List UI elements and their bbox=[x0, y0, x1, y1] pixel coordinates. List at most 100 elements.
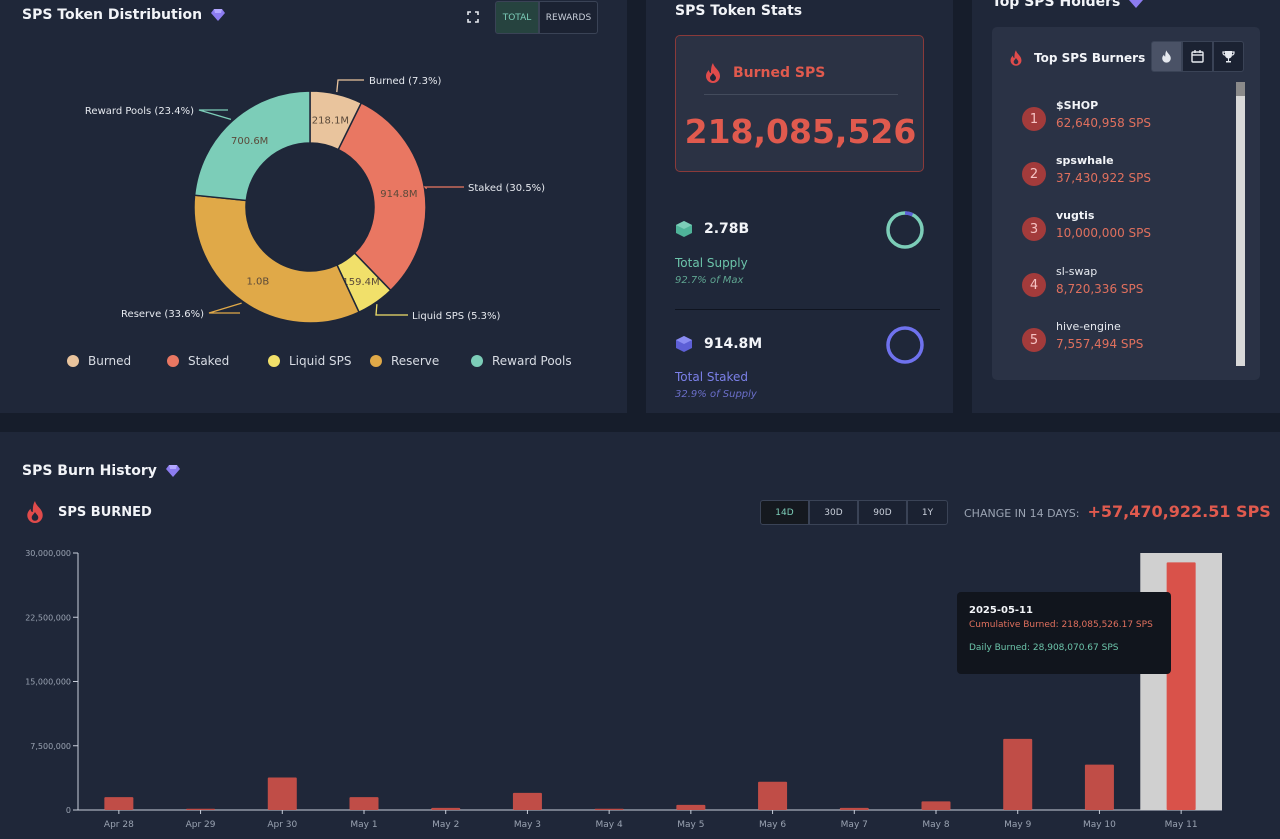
staked-label: Total Staked bbox=[675, 370, 749, 384]
bar[interactable] bbox=[1084, 764, 1114, 810]
holder-row[interactable]: 1 $SHOP 62,640,958 SPS bbox=[1022, 99, 1151, 131]
rewards-toggle[interactable]: REWARDS bbox=[539, 1, 598, 34]
slice-value-label: 914.8M bbox=[380, 189, 417, 200]
legend-liquid[interactable]: Liquid SPS bbox=[268, 354, 370, 368]
distribution-legend: Burned Staked Liquid SPS Reserve Reward … bbox=[67, 354, 572, 368]
change-label: CHANGE IN 14 DAYS: bbox=[964, 507, 1080, 520]
slice-label: Reserve (33.6%) bbox=[121, 309, 204, 320]
fullscreen-icon[interactable] bbox=[467, 11, 479, 23]
range-30d[interactable]: 30D bbox=[809, 500, 858, 525]
bar[interactable] bbox=[186, 808, 216, 810]
slice-value-label: 700.6M bbox=[231, 136, 268, 147]
legend-staked[interactable]: Staked bbox=[167, 354, 268, 368]
bar[interactable] bbox=[594, 808, 624, 810]
holders-subtitle: Top SPS Burners bbox=[1034, 51, 1146, 65]
bar[interactable] bbox=[431, 807, 461, 810]
tooltip-cumulative: Cumulative Burned: 218,085,526.17 SPS bbox=[969, 620, 1153, 630]
legend-burned[interactable]: Burned bbox=[67, 354, 167, 368]
x-tick-label: May 1 bbox=[350, 820, 377, 830]
slice-value-label: 218.1M bbox=[312, 115, 349, 126]
x-tick-label: Apr 29 bbox=[186, 820, 216, 830]
staked-sub: 32.9% of Supply bbox=[675, 389, 757, 400]
slice-label: Staked (30.5%) bbox=[468, 183, 545, 194]
range-14d[interactable]: 14D bbox=[760, 500, 809, 525]
bar[interactable] bbox=[839, 807, 869, 810]
holder-name: vugtis bbox=[1056, 209, 1095, 222]
holder-name: spswhale bbox=[1056, 154, 1114, 167]
holder-amount: 37,430,922 SPS bbox=[1056, 171, 1151, 185]
stats-title: SPS Token Stats bbox=[675, 3, 803, 19]
range-90d[interactable]: 90D bbox=[858, 500, 907, 525]
stats-panel: SPS Token Stats Burned SPS 218,085,526 2… bbox=[646, 0, 953, 413]
slice-value-label: 159.4M bbox=[342, 277, 379, 288]
ring-progress bbox=[886, 326, 924, 364]
y-tick-label: 22,500,000 bbox=[25, 613, 71, 622]
bar[interactable] bbox=[104, 797, 134, 810]
diamond-icon bbox=[1129, 0, 1144, 8]
holder-row[interactable]: 5 hive-engine 7,557,494 SPS bbox=[1022, 320, 1143, 352]
slice-leader-line bbox=[375, 304, 408, 316]
holders-panel: Top SPS Holders Top SPS Burners 1 $SHOP 6… bbox=[972, 0, 1280, 413]
holders-card: Top SPS Burners 1 $SHOP 62,640,958 SPS 2 … bbox=[992, 27, 1260, 380]
bar[interactable] bbox=[1003, 738, 1033, 810]
trophy-tab-button[interactable] bbox=[1213, 41, 1244, 72]
calendar-tab-button[interactable] bbox=[1182, 41, 1213, 72]
staked-ring bbox=[886, 326, 924, 364]
rank-badge: 3 bbox=[1022, 217, 1046, 241]
diamond-icon bbox=[165, 465, 180, 477]
rank-badge: 1 bbox=[1022, 107, 1046, 131]
slice-leader-line bbox=[198, 109, 232, 121]
y-tick-label: 0 bbox=[66, 806, 71, 815]
holder-row[interactable]: 3 vugtis 10,000,000 SPS bbox=[1022, 209, 1151, 241]
x-tick-label: Apr 30 bbox=[267, 820, 297, 830]
holder-row[interactable]: 2 spswhale 37,430,922 SPS bbox=[1022, 154, 1151, 186]
range-1y[interactable]: 1Y bbox=[907, 500, 948, 525]
x-tick-label: May 9 bbox=[1004, 820, 1031, 830]
slice-leader-line bbox=[208, 302, 242, 314]
holders-title: Top SPS Holders bbox=[992, 0, 1121, 10]
supply-ring bbox=[886, 211, 924, 249]
flame-icon bbox=[1010, 50, 1022, 66]
bar[interactable] bbox=[349, 797, 379, 810]
x-tick-label: Apr 28 bbox=[104, 820, 134, 830]
trophy-icon bbox=[1222, 51, 1235, 63]
burned-card: Burned SPS 218,085,526 bbox=[675, 35, 924, 172]
y-tick-label: 15,000,000 bbox=[25, 678, 71, 687]
donut-slice-1[interactable] bbox=[337, 101, 427, 292]
total-toggle[interactable]: TOTAL bbox=[495, 1, 539, 34]
bar[interactable] bbox=[1166, 562, 1196, 810]
x-tick-label: May 4 bbox=[596, 820, 623, 830]
bar[interactable] bbox=[676, 804, 706, 810]
ring-track bbox=[886, 211, 924, 249]
burned-value: 218,085,526 bbox=[684, 112, 917, 151]
donut-slice-4[interactable] bbox=[193, 90, 311, 202]
flame-icon bbox=[706, 63, 720, 83]
holder-amount: 7,557,494 SPS bbox=[1056, 337, 1144, 351]
rank-badge: 5 bbox=[1022, 328, 1046, 352]
scrollbar-thumb[interactable] bbox=[1236, 82, 1245, 96]
bar[interactable] bbox=[512, 792, 542, 810]
legend-reserve[interactable]: Reserve bbox=[370, 354, 471, 368]
legend-reward-pools[interactable]: Reward Pools bbox=[471, 354, 572, 368]
slice-label: Reward Pools (23.4%) bbox=[85, 106, 194, 117]
slice-leader-line bbox=[423, 186, 464, 190]
tooltip-daily: Daily Burned: 28,908,070.67 SPS bbox=[969, 643, 1119, 653]
x-tick-label: May 5 bbox=[677, 820, 704, 830]
bar[interactable] bbox=[267, 777, 297, 810]
holder-row[interactable]: 4 sl-swap 8,720,336 SPS bbox=[1022, 265, 1143, 297]
supply-label: Total Supply bbox=[675, 256, 748, 270]
cube-icon bbox=[676, 221, 692, 237]
bar[interactable] bbox=[758, 781, 788, 810]
y-tick-label: 30,000,000 bbox=[25, 549, 71, 558]
distribution-panel: SPS Token Distribution TOTAL REWARDS 218… bbox=[0, 0, 627, 413]
distribution-title: SPS Token Distribution bbox=[22, 7, 203, 23]
holders-scrollbar[interactable] bbox=[1236, 82, 1245, 366]
burners-tab-button[interactable] bbox=[1151, 41, 1182, 72]
x-tick-label: May 8 bbox=[922, 820, 949, 830]
range-selector: 14D 30D 90D 1Y bbox=[760, 500, 948, 525]
x-tick-label: May 3 bbox=[514, 820, 541, 830]
bar[interactable] bbox=[921, 801, 951, 810]
donut-slice-3[interactable] bbox=[193, 194, 361, 324]
chart-tooltip: 2025-05-11 Cumulative Burned: 218,085,52… bbox=[957, 592, 1171, 674]
ring-progress bbox=[886, 211, 924, 249]
